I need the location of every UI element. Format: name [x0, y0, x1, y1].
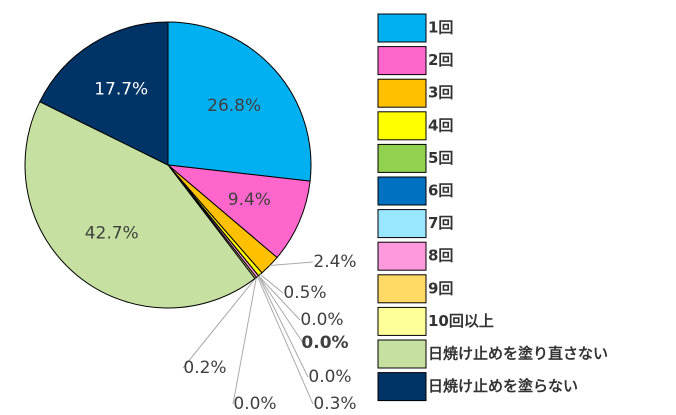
legend-label: 6回 — [428, 182, 453, 200]
value-label: 0.3% — [313, 394, 356, 414]
legend-swatch — [377, 306, 427, 336]
value-label: 0.0% — [233, 394, 276, 414]
legend-label: 10回以上 — [428, 312, 494, 330]
value-label: 0.5% — [283, 283, 326, 303]
legend-label: 9回 — [428, 279, 453, 297]
value-label: 17.7% — [94, 80, 148, 100]
legend-swatch — [377, 78, 427, 108]
value-label: 26.8% — [207, 96, 261, 116]
legend-swatch — [377, 111, 427, 141]
leader-line — [258, 275, 301, 321]
legend-swatch — [377, 143, 427, 173]
legend-label: 2回 — [428, 51, 453, 69]
pie-slice — [39, 21, 169, 166]
legend-swatch — [377, 209, 427, 239]
legend-swatch — [377, 372, 427, 402]
legend-label: 日焼け止めを塗り直さない — [428, 345, 608, 363]
value-label: 9.4% — [228, 190, 271, 210]
leader-line — [259, 273, 284, 294]
leader-line — [232, 277, 257, 405]
legend-label: 7回 — [428, 214, 453, 232]
pie-slice — [24, 101, 256, 309]
leader-line — [182, 277, 257, 369]
leader-line — [258, 275, 309, 378]
legend-swatch — [377, 46, 427, 76]
legend-swatch — [377, 176, 427, 206]
legend-label: 日焼け止めを塗らない — [428, 377, 578, 395]
legend-swatch — [377, 13, 427, 43]
legend-label: 4回 — [428, 116, 453, 134]
leader-line — [258, 275, 304, 344]
pie-slice — [167, 21, 312, 182]
legend-swatch — [377, 241, 427, 271]
legend-label: 3回 — [428, 84, 453, 102]
legend-label: 5回 — [428, 149, 453, 167]
value-label: 0.0% — [301, 333, 348, 353]
pie-slice — [166, 164, 311, 259]
value-label: 0.0% — [300, 310, 343, 330]
legend-swatch — [377, 274, 427, 304]
value-label: 2.4% — [313, 252, 356, 272]
legend-label: 8回 — [428, 247, 453, 265]
value-label: 0.0% — [308, 367, 351, 387]
value-label: 42.7% — [85, 223, 139, 243]
legend-swatch — [377, 339, 427, 369]
leader-line — [269, 261, 314, 266]
legend-label: 1回 — [428, 19, 453, 37]
value-label: 0.2% — [183, 358, 226, 378]
leader-line — [256, 276, 314, 405]
